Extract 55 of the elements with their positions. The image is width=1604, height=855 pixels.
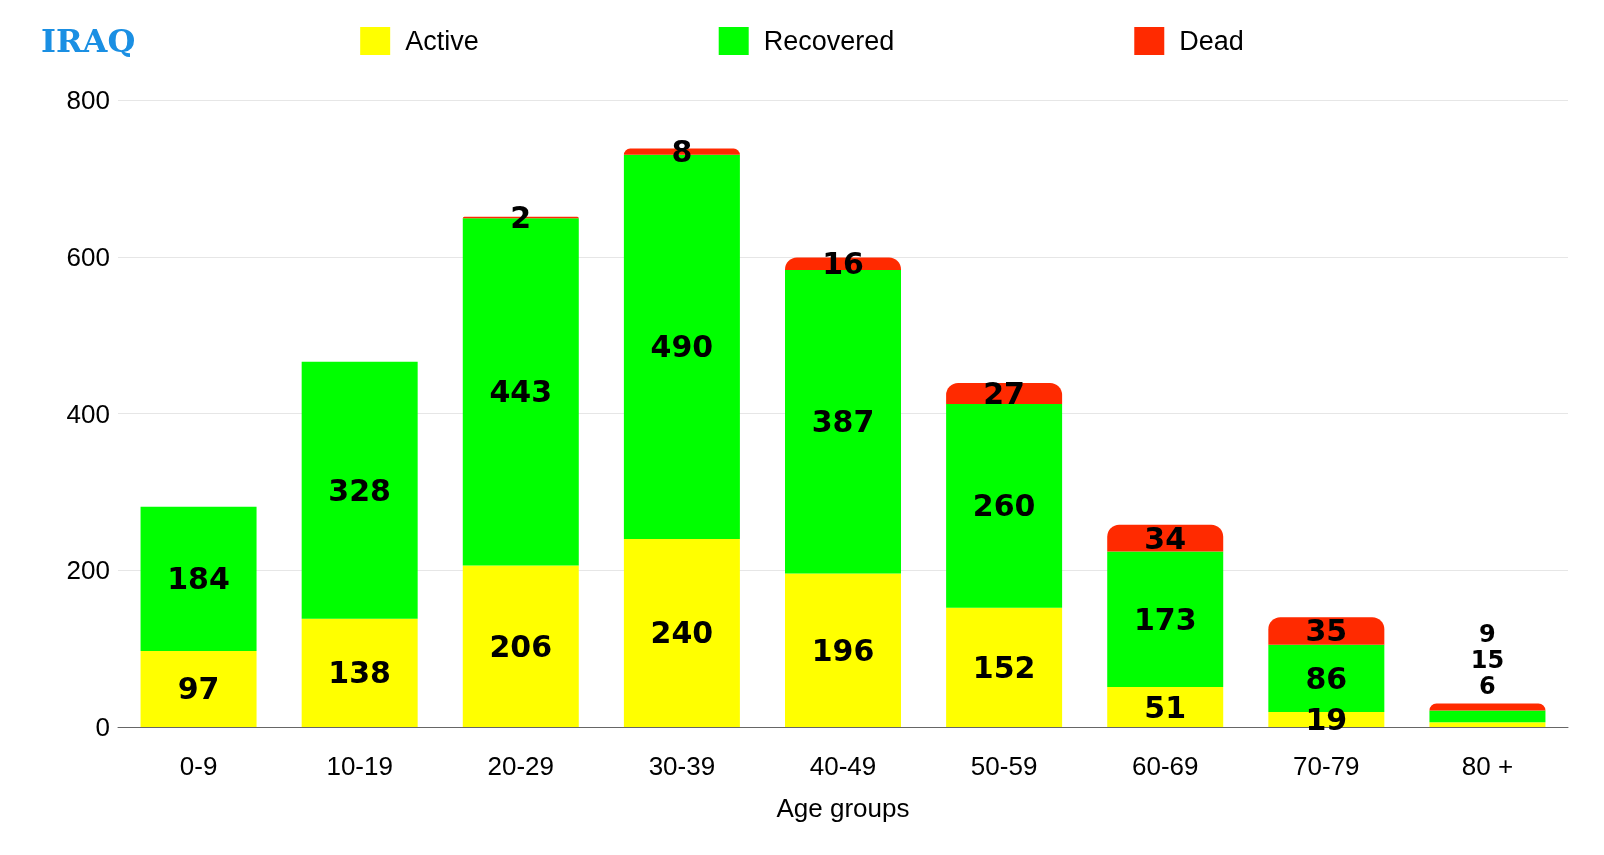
- x-tick-label: 50-59: [970, 751, 1038, 781]
- bar: [140, 650, 257, 727]
- x-tick-label: 70-79: [1293, 751, 1360, 781]
- legend-label: Recovered: [763, 26, 895, 56]
- data-label: 173: [1133, 601, 1197, 637]
- x-tick-label: 80 +: [1461, 751, 1514, 781]
- data-label: 6: [1479, 672, 1496, 701]
- data-label: 27: [983, 376, 1025, 412]
- chart-title: IRAQ: [41, 22, 136, 60]
- data-label: 34: [1144, 520, 1187, 556]
- bar: [1429, 703, 1546, 711]
- x-tick-label: 20-29: [487, 751, 555, 781]
- x-tick-label: 40-49: [809, 751, 877, 781]
- legend-label: Dead: [1179, 26, 1244, 56]
- data-label: 387: [811, 404, 875, 440]
- data-label: 196: [811, 632, 875, 668]
- bar: [1429, 722, 1546, 727]
- y-tick-label: 200: [66, 555, 110, 586]
- data-label: 206: [489, 628, 553, 664]
- x-tick-label: 0-9: [179, 751, 218, 781]
- bar: [462, 565, 579, 727]
- legend-label: Active: [405, 26, 479, 56]
- bar: [301, 361, 418, 619]
- data-label: 260: [972, 488, 1036, 524]
- data-label: 15: [1470, 646, 1505, 675]
- x-axis-title: Age groups: [776, 793, 910, 823]
- data-label: 35: [1305, 613, 1348, 649]
- x-tick-label: 60-69: [1131, 751, 1199, 781]
- bar: [946, 607, 1063, 727]
- data-label: 8: [671, 134, 693, 170]
- bar: [1107, 687, 1224, 727]
- bar: [623, 538, 740, 727]
- data-label: 443: [489, 374, 553, 410]
- data-label: 138: [328, 655, 391, 691]
- bar: [1107, 551, 1224, 688]
- y-tick-label: 600: [66, 241, 110, 272]
- x-tick-label: 10-19: [326, 751, 393, 781]
- data-label: 184: [167, 561, 230, 597]
- y-tick-label: 400: [66, 398, 110, 429]
- bar: [301, 618, 418, 727]
- bar: [140, 506, 257, 651]
- data-label: 86: [1305, 660, 1348, 696]
- data-label: 240: [650, 615, 714, 651]
- y-tick-label: 800: [66, 85, 110, 115]
- data-label: 9: [1479, 620, 1496, 649]
- data-label: 97: [177, 671, 220, 707]
- bar: [946, 404, 1063, 608]
- data-label: 490: [650, 329, 714, 365]
- bar: [785, 573, 901, 727]
- data-label: 328: [328, 472, 391, 508]
- x-tick-label: 30-39: [648, 751, 716, 781]
- bar: [1429, 710, 1546, 723]
- y-tick-label: 0: [95, 712, 110, 742]
- data-label: 51: [1144, 689, 1187, 725]
- data-label: 152: [972, 649, 1036, 685]
